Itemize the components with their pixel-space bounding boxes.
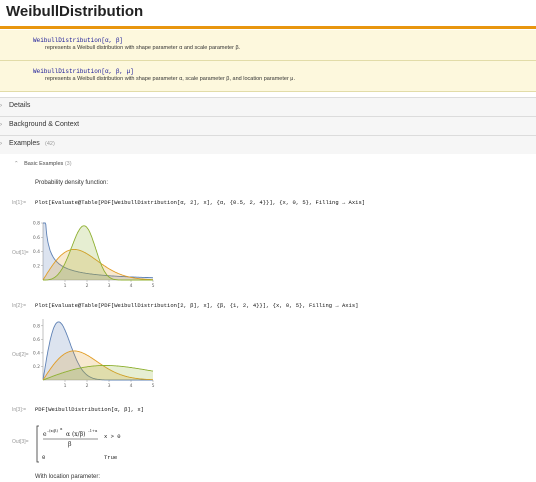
y-tick-label: 0.4: [33, 249, 40, 255]
section-details[interactable]: › Details: [0, 97, 536, 116]
x-tick-label: 1: [64, 283, 67, 289]
section-label: Examples: [9, 140, 40, 147]
series-fill: [43, 321, 153, 380]
svg-text:–1+α: –1+α: [88, 429, 98, 433]
series-line: [42, 248, 154, 281]
section-label: Background & Context: [9, 121, 80, 128]
usage-description: represents a Weibull distribution with s…: [45, 76, 296, 82]
piecewise-formula: e –(x/β) α α (x/β) –1+α β: [36, 425, 98, 463]
input-code[interactable]: PDF[WeibullDistribution[α, β], x]: [35, 406, 144, 413]
svg-text:β: β: [68, 441, 72, 448]
subsection-basic-examples[interactable]: ⌃ Basic Examples (3): [14, 161, 72, 167]
section-count: (42): [45, 141, 55, 147]
section-background[interactable]: › Background & Context: [0, 116, 536, 135]
series-line: [43, 222, 153, 279]
usage-signature: WeibullDistribution[α, β, μ]: [33, 68, 134, 75]
x-tick-label: 2: [86, 383, 89, 389]
output-label: Out[3]=: [12, 439, 29, 445]
output-plot-2: 1 2 3 4 5 0.2 0.4 0.6 0.8: [33, 316, 158, 390]
series-line: [42, 365, 154, 381]
usage-box-2: WeibullDistribution[α, β, μ] represents …: [0, 61, 536, 92]
x-tick-label: 4: [130, 283, 133, 289]
chevron-down-icon: ›: [0, 141, 2, 147]
x-tick-label: 3: [108, 283, 111, 289]
chevron-down-icon: ⌃: [14, 161, 19, 167]
x-tick-label: 5: [152, 283, 155, 289]
example-text: With location parameter:: [35, 474, 101, 480]
input-label: In[2]:=: [12, 303, 27, 309]
svg-text:e: e: [43, 431, 47, 438]
x-tick-label: 1: [64, 383, 67, 389]
piecewise-value: 0: [42, 454, 46, 461]
y-tick-label: 0.8: [33, 323, 40, 329]
y-tick-label: 0.8: [33, 221, 40, 227]
series-fill: [43, 225, 153, 280]
usage-description: represents a Weibull distribution with s…: [45, 45, 241, 51]
svg-text:α (x/β): α (x/β): [66, 431, 86, 438]
chevron-right-icon: ›: [0, 122, 2, 128]
y-tick-label: 0.2: [33, 364, 40, 370]
y-tick-label: 0.6: [33, 337, 40, 343]
series-fill: [43, 365, 153, 380]
example-text: Probability density function:: [35, 180, 109, 186]
y-tick-label: 0.2: [33, 263, 40, 269]
series-line: [43, 225, 153, 281]
x-tick-label: 5: [152, 383, 155, 389]
svg-text:–(x/β): –(x/β): [47, 428, 58, 433]
usage-signature: WeibullDistribution[α, β]: [33, 37, 124, 44]
input-label: In[1]:=: [12, 200, 27, 206]
section-label: Details: [9, 102, 31, 109]
series-fill: [43, 249, 153, 280]
series-line: [42, 350, 153, 381]
section-examples[interactable]: › Examples (42): [0, 135, 536, 154]
input-label: In[3]:=: [12, 407, 27, 413]
output-label: Out[1]=: [12, 250, 29, 256]
subsection-count: (3): [64, 161, 72, 167]
output-plot-1: 1 2 3 4 5 0.2 0.4 0.6 0.8: [33, 220, 158, 290]
pdf-plot-shape: 1 2 3 4 5 0.2 0.4 0.6 0.8: [33, 221, 155, 290]
y-tick-label: 0.6: [33, 235, 40, 241]
series-line: [42, 321, 153, 381]
input-code[interactable]: Plot[Evaluate@Table[PDF[WeibullDistribut…: [35, 199, 366, 206]
svg-text:α: α: [60, 427, 63, 431]
chevron-right-icon: ›: [0, 103, 2, 109]
piecewise-condition: x > 0: [104, 433, 121, 440]
usage-box-1: WeibullDistribution[α, β] represents a W…: [0, 30, 536, 61]
page-title: WeibullDistribution: [6, 3, 144, 20]
input-code[interactable]: Plot[Evaluate@Table[PDF[WeibullDistribut…: [35, 302, 359, 309]
pdf-plot-scale: 1 2 3 4 5 0.2 0.4 0.6 0.8: [33, 319, 155, 389]
series-fill: [43, 223, 153, 280]
subsection-label: Basic Examples: [24, 161, 64, 167]
y-tick-label: 0.4: [33, 350, 40, 356]
output-label: Out[2]=: [12, 352, 29, 358]
x-tick-label: 3: [108, 383, 111, 389]
x-tick-label: 4: [130, 383, 133, 389]
piecewise-output: e –(x/β) α α (x/β) –1+α β x > 0 0 True: [36, 424, 146, 464]
x-tick-label: 2: [86, 283, 89, 289]
title-rule: [0, 26, 536, 29]
piecewise-condition: True: [104, 454, 118, 461]
